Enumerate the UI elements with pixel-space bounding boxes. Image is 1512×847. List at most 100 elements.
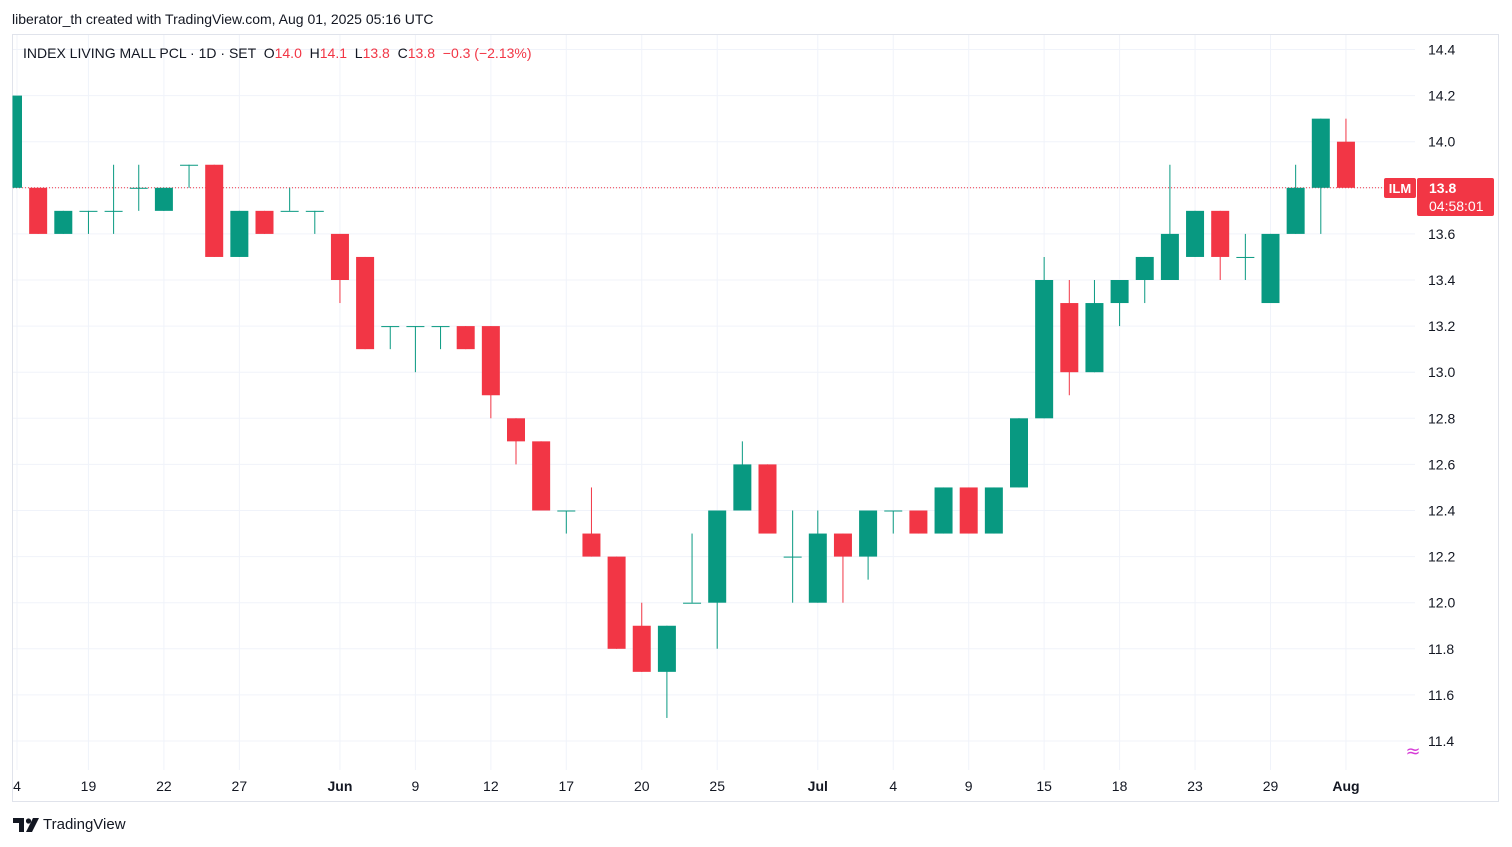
candle[interactable] xyxy=(959,487,978,534)
candle[interactable] xyxy=(129,164,148,211)
candle[interactable] xyxy=(431,326,450,350)
candle[interactable] xyxy=(909,510,928,534)
candle-body xyxy=(934,487,953,534)
candle[interactable] xyxy=(808,510,827,603)
candle[interactable] xyxy=(582,487,601,557)
x-tick-label: 12 xyxy=(483,778,499,794)
x-tick-label: 4 xyxy=(13,778,21,794)
candle[interactable] xyxy=(1110,280,1129,327)
candle[interactable] xyxy=(1286,164,1305,234)
candle[interactable] xyxy=(406,326,425,373)
footer-brand[interactable]: TradingView xyxy=(13,816,126,833)
candle[interactable] xyxy=(280,187,299,212)
candle[interactable] xyxy=(1135,256,1154,304)
x-tick-label: Jun xyxy=(328,778,353,794)
candle[interactable] xyxy=(29,187,48,234)
candle[interactable] xyxy=(12,95,22,188)
candle[interactable] xyxy=(733,441,752,511)
candle-body xyxy=(1135,256,1154,280)
candle[interactable] xyxy=(507,418,525,465)
x-tick-label: 19 xyxy=(81,778,97,794)
x-tick-label: 9 xyxy=(412,778,420,794)
candle[interactable] xyxy=(1261,233,1280,304)
candle-body xyxy=(1160,233,1179,280)
candle[interactable] xyxy=(255,210,274,234)
candle[interactable] xyxy=(934,487,953,534)
axis-scale-icon[interactable]: ≈ xyxy=(1405,741,1420,762)
candle[interactable] xyxy=(79,210,98,234)
candle-body xyxy=(1085,303,1104,373)
candle[interactable] xyxy=(1211,210,1230,280)
candle-body xyxy=(532,441,551,511)
candle-body xyxy=(582,533,601,557)
chart-caption: liberator_th created with TradingView.co… xyxy=(12,11,434,27)
candle-body xyxy=(1286,187,1305,234)
legend-high-label: H xyxy=(309,45,320,61)
candle[interactable] xyxy=(481,326,500,419)
candle-body xyxy=(758,464,777,534)
candle[interactable] xyxy=(758,464,777,534)
candle[interactable] xyxy=(1010,418,1028,488)
x-tick-label: Jul xyxy=(808,778,828,794)
candle[interactable] xyxy=(657,625,676,718)
y-tick-label: 13.2 xyxy=(1428,318,1455,334)
legend-open-label: O xyxy=(263,45,275,61)
candle[interactable] xyxy=(330,233,349,304)
candle[interactable] xyxy=(54,210,73,234)
candle[interactable] xyxy=(607,556,626,649)
candle[interactable] xyxy=(305,210,324,234)
candle[interactable] xyxy=(456,326,475,350)
candle[interactable] xyxy=(1035,256,1054,419)
price-tag-symbol: ILM xyxy=(1389,181,1411,196)
legend-low-value: 13.8 xyxy=(362,45,390,61)
candle[interactable] xyxy=(1186,210,1205,257)
price-tag-box xyxy=(1417,178,1494,216)
candle[interactable] xyxy=(683,533,702,604)
x-tick-label: 27 xyxy=(232,778,248,794)
candle[interactable] xyxy=(783,510,802,603)
candle[interactable] xyxy=(381,326,400,350)
y-tick-label: 12.6 xyxy=(1428,456,1455,472)
candle[interactable] xyxy=(984,487,1003,534)
candle[interactable] xyxy=(230,210,249,257)
price-axis[interactable]: 14.4 14.2 14.0 13.8 13.6 13.4 13.2 13.0 12.8 12.6… xyxy=(1428,42,1455,750)
x-tick-label: 18 xyxy=(1112,778,1128,794)
candle-body xyxy=(356,256,375,350)
legend-low-label: L xyxy=(354,45,363,61)
candle[interactable] xyxy=(884,510,903,534)
candle[interactable] xyxy=(708,510,727,649)
legend-high-value: 14.1 xyxy=(319,45,348,61)
candle[interactable] xyxy=(833,533,852,603)
candle-body xyxy=(29,187,48,234)
candle[interactable] xyxy=(1311,118,1330,234)
candle[interactable] xyxy=(632,602,651,672)
candle[interactable] xyxy=(154,187,173,211)
candle-body xyxy=(180,164,199,166)
chart-frame xyxy=(12,34,1499,802)
candle[interactable] xyxy=(180,164,199,188)
candle-body xyxy=(884,510,903,512)
candle[interactable] xyxy=(356,256,375,350)
candle-body xyxy=(129,187,148,189)
candle[interactable] xyxy=(1236,233,1255,280)
candle[interactable] xyxy=(859,510,878,580)
price-tag-countdown: 04:58:01 xyxy=(1429,198,1484,214)
candle[interactable] xyxy=(1336,118,1355,188)
candle[interactable] xyxy=(532,441,551,511)
y-tick-label: 11.6 xyxy=(1428,687,1454,703)
candle[interactable] xyxy=(104,164,123,234)
candle-body xyxy=(783,556,802,558)
legend-symbol-name: INDEX LIVING MALL PCL xyxy=(23,45,187,61)
time-axis[interactable]: 4 19 22 27 Jun 9 12 17 20 25 Jul 4 9 15 18 23 29 Aug xyxy=(13,778,1359,794)
candle-body xyxy=(808,533,827,603)
candle-body xyxy=(1211,210,1230,257)
candle[interactable] xyxy=(1060,280,1079,396)
candle-body xyxy=(708,510,727,603)
candle-body xyxy=(1311,118,1330,188)
candle-body xyxy=(1060,303,1079,373)
candle[interactable] xyxy=(205,164,224,257)
candle[interactable] xyxy=(1085,280,1104,373)
candle[interactable] xyxy=(1160,164,1179,280)
candle[interactable] xyxy=(557,510,576,534)
